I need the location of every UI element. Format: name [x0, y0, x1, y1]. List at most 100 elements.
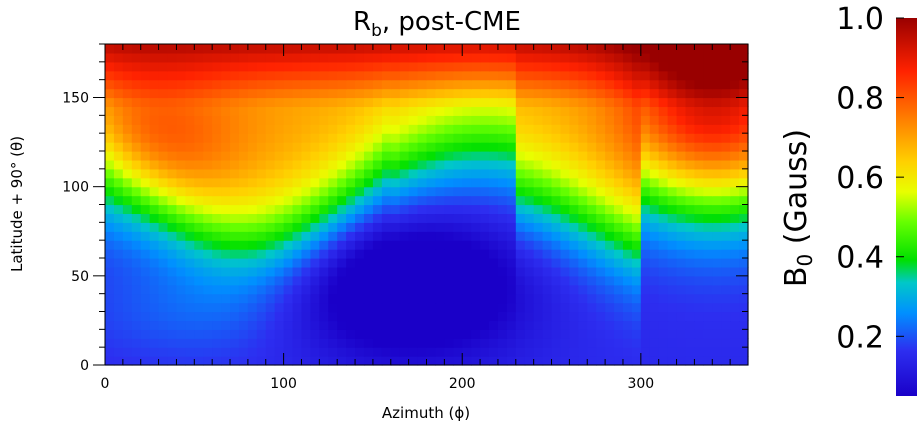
- heatmap-cell: [212, 61, 222, 72]
- heatmap-cell: [435, 293, 445, 304]
- heatmap-cell: [587, 195, 597, 206]
- heatmap-cell: [569, 195, 579, 206]
- heatmap-cell: [614, 151, 624, 161]
- heatmap-cell: [676, 266, 687, 277]
- heatmap-cell: [676, 240, 687, 250]
- heatmap-cell: [712, 124, 722, 134]
- heatmap-cell: [363, 151, 374, 161]
- heatmap-cell: [149, 204, 160, 215]
- heatmap-cell: [149, 124, 160, 134]
- heatmap-cell: [390, 115, 401, 125]
- heatmap-cell: [230, 186, 240, 197]
- heatmap-cell: [542, 106, 553, 116]
- heatmap-cell: [337, 177, 347, 188]
- heatmap-cell: [614, 115, 624, 125]
- heatmap-cell: [238, 106, 249, 116]
- heatmap-cell: [533, 311, 544, 322]
- heatmap-cell: [444, 186, 454, 197]
- heatmap-cell: [194, 151, 204, 161]
- heatmap-cell: [274, 302, 285, 313]
- heatmap-cell: [622, 338, 633, 348]
- heatmap-cell: [471, 52, 481, 63]
- heatmap-cell: [649, 186, 660, 197]
- colorbar-title: B0 (Gauss): [779, 129, 817, 287]
- heatmap-cell: [417, 52, 428, 63]
- heatmap-cell: [462, 159, 472, 170]
- heatmap-cell: [176, 302, 186, 313]
- heatmap-cell: [631, 231, 642, 241]
- heatmap-cell: [712, 320, 722, 330]
- heatmap-cell: [542, 249, 553, 259]
- y-tick-label: 150: [62, 91, 89, 107]
- heatmap-cell: [230, 293, 240, 304]
- heatmap-cell: [328, 347, 338, 357]
- heatmap-cell: [694, 329, 704, 339]
- heatmap-cell: [569, 70, 579, 81]
- heatmap-cell: [140, 142, 151, 152]
- heatmap-cell: [739, 213, 749, 223]
- heatmap-cell: [497, 302, 508, 313]
- heatmap-cell: [390, 151, 401, 161]
- heatmap-cell: [676, 213, 687, 223]
- heatmap-cell: [113, 70, 124, 81]
- heatmap-cell: [158, 177, 169, 188]
- heatmap-cell: [176, 275, 186, 286]
- heatmap-cell: [399, 222, 410, 232]
- heatmap-cell: [203, 52, 213, 63]
- heatmap-cell: [283, 151, 294, 161]
- heatmap-cell: [739, 195, 749, 206]
- heatmap-cell: [569, 284, 579, 295]
- heatmap-cell: [238, 293, 249, 304]
- heatmap-cell: [283, 44, 294, 54]
- heatmap-cell: [640, 44, 651, 54]
- heatmap-cell: [408, 249, 419, 259]
- heatmap-cell: [730, 88, 740, 99]
- heatmap-cell: [274, 311, 285, 322]
- heatmap-cell: [203, 293, 213, 304]
- heatmap-cell: [283, 186, 294, 197]
- heatmap-cell: [363, 258, 374, 268]
- heatmap-cell: [515, 302, 526, 313]
- heatmap-cell: [480, 195, 490, 206]
- heatmap-cell: [497, 213, 508, 223]
- heatmap-cell: [667, 338, 678, 348]
- heatmap-cell: [551, 213, 562, 223]
- heatmap-cell: [435, 106, 445, 116]
- heatmap-cell: [381, 52, 392, 63]
- heatmap-cell: [640, 177, 651, 188]
- heatmap-cell: [587, 186, 597, 197]
- heatmap-cell: [176, 142, 186, 152]
- heatmap-cell: [355, 347, 365, 357]
- heatmap-cell: [158, 356, 169, 366]
- heatmap-cell: [721, 356, 731, 366]
- heatmap-cell: [149, 142, 160, 152]
- heatmap-cell: [176, 320, 186, 330]
- heatmap-cell: [622, 266, 633, 277]
- heatmap-cell: [363, 124, 374, 134]
- heatmap-cell: [542, 61, 553, 72]
- heatmap-cell: [658, 88, 669, 99]
- heatmap-cell: [596, 302, 606, 313]
- heatmap-cell: [381, 88, 392, 99]
- heatmap-cell: [640, 61, 651, 72]
- heatmap-cell: [256, 222, 267, 232]
- heatmap-cell: [721, 284, 731, 295]
- heatmap-cell: [310, 258, 320, 268]
- heatmap-cell: [310, 284, 320, 295]
- heatmap-cell: [658, 61, 669, 72]
- heatmap-cell: [533, 106, 544, 116]
- heatmap-cell: [390, 159, 401, 170]
- heatmap-cell: [569, 61, 579, 72]
- heatmap-cell: [426, 195, 437, 206]
- heatmap-cell: [158, 293, 169, 304]
- heatmap-cell: [247, 275, 258, 286]
- heatmap-cell: [292, 124, 303, 134]
- heatmap-cell: [372, 356, 383, 366]
- heatmap-cell: [105, 44, 115, 54]
- heatmap-cell: [122, 97, 133, 108]
- heatmap-cell: [435, 97, 445, 108]
- heatmap-cell: [381, 249, 392, 259]
- heatmap-cell: [283, 356, 294, 366]
- heatmap-cell: [649, 61, 660, 72]
- heatmap-cell: [185, 258, 195, 268]
